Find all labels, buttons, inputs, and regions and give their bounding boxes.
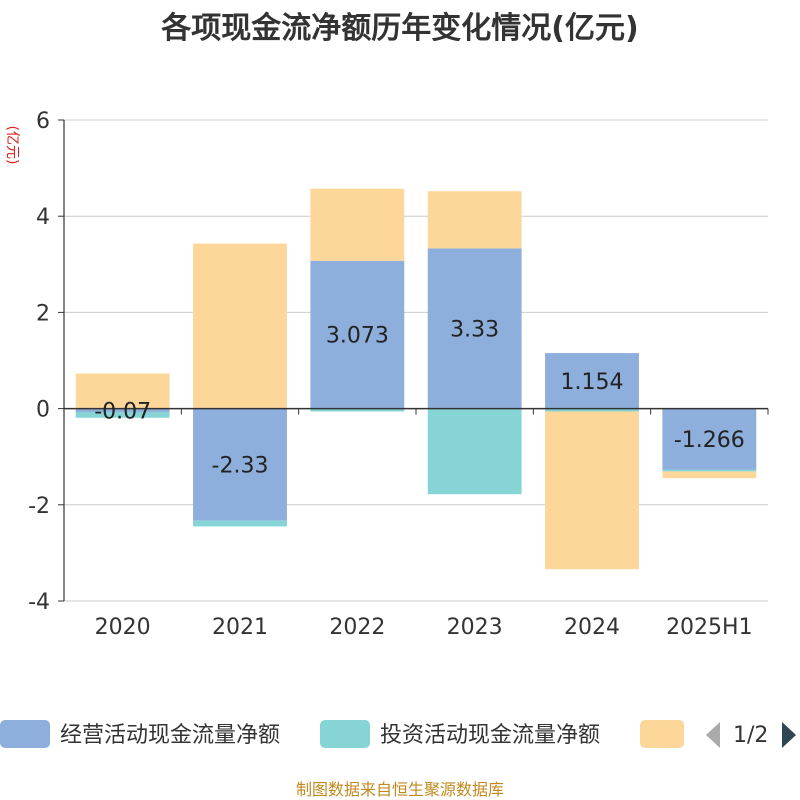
- axes: -4 -2 0 2 4 6 2020 2021 2022 2023 2024 2025H1: [28, 109, 769, 640]
- bar-investing-2025H1[interactable]: [662, 469, 757, 472]
- source-note: 制图数据来自恒生聚源数据库: [296, 780, 504, 799]
- x-tick-label: 2025H1: [666, 615, 753, 640]
- legend-swatch-third[interactable]: [640, 720, 684, 748]
- y-tick-label: -4: [28, 590, 50, 615]
- data-label-2023: 3.33: [450, 318, 499, 343]
- bar-third-2020[interactable]: [75, 373, 170, 409]
- bar-investing-2021[interactable]: [193, 520, 287, 527]
- data-label-2024: 1.154: [561, 370, 624, 395]
- data-label-2021: -2.33: [212, 454, 269, 479]
- bar-investing-2022[interactable]: [310, 408, 405, 412]
- bar-third-2025H1[interactable]: [662, 471, 757, 479]
- x-tick-label: 2023: [447, 615, 503, 640]
- legend-swatch-operating[interactable]: [0, 720, 50, 748]
- legend: 经营活动现金流量净额 投资活动现金流量净额 1/2: [0, 720, 796, 748]
- bar-operating-2021[interactable]: [193, 408, 287, 521]
- y-tick-label: -2: [28, 494, 50, 519]
- bar-third-2024[interactable]: [545, 411, 639, 570]
- x-tick-label: 2024: [564, 615, 620, 640]
- bar-operating-2023[interactable]: [427, 248, 522, 409]
- legend-swatch-investing[interactable]: [320, 720, 370, 748]
- legend-next-page-icon[interactable]: [782, 722, 796, 748]
- bar-third-2023[interactable]: [427, 191, 522, 249]
- data-label-2020: -0.07: [94, 399, 151, 424]
- bar-operating-2022[interactable]: [310, 260, 405, 409]
- bar-third-2022[interactable]: [310, 188, 405, 261]
- data-label-2025H1: -1.266: [674, 428, 745, 453]
- gridlines: [64, 119, 768, 602]
- y-tick-label: 4: [36, 205, 50, 230]
- legend-item-operating[interactable]: 经营活动现金流量净额: [60, 723, 280, 748]
- y-tick-label: 2: [36, 301, 50, 326]
- bar-investing-2024[interactable]: [545, 408, 639, 412]
- bar-investing-2020[interactable]: [75, 411, 170, 418]
- legend-page-indicator: 1/2: [733, 723, 768, 748]
- y-tick-label: 6: [36, 109, 50, 134]
- data-label-2022: 3.073: [326, 324, 389, 349]
- legend-item-investing[interactable]: 投资活动现金流量净额: [380, 723, 600, 748]
- bar-operating-2020[interactable]: [75, 408, 170, 412]
- data-labels: -0.07 -2.33 3.073 3.33 1.154 -1.266: [94, 318, 745, 479]
- bar-operating-2024[interactable]: [545, 353, 639, 409]
- bars: [75, 188, 757, 570]
- bar-investing-2023[interactable]: [427, 408, 522, 495]
- y-tick-label: 0: [36, 398, 50, 423]
- x-tick-label: 2020: [95, 615, 151, 640]
- bar-operating-2025H1[interactable]: [662, 408, 757, 470]
- x-tick-label: 2021: [212, 615, 268, 640]
- bar-third-2021[interactable]: [193, 243, 287, 409]
- chart-title: 各项现金流净额历年变化情况(亿元): [160, 11, 638, 46]
- x-tick-label: 2022: [329, 615, 385, 640]
- legend-prev-page-icon[interactable]: [706, 722, 720, 748]
- y-axis-label: (亿元): [4, 126, 20, 165]
